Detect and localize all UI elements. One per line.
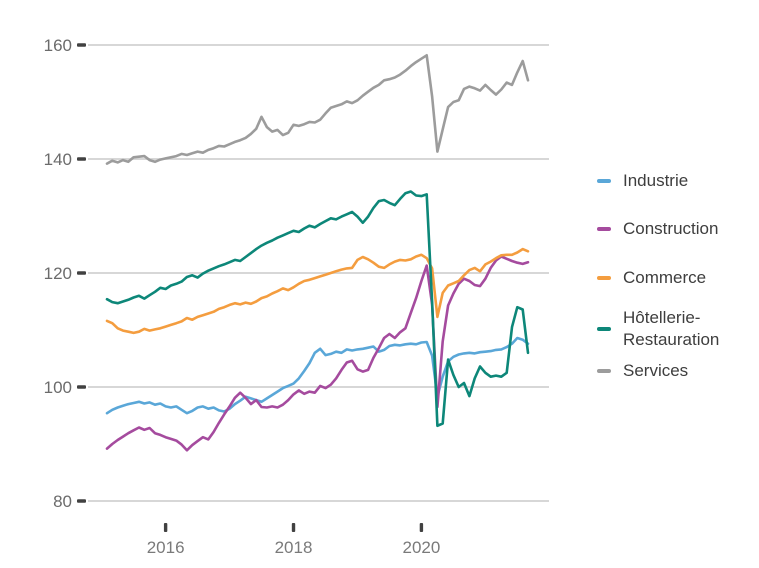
series-line-commerce (105, 247, 530, 335)
y-axis-tick (77, 499, 86, 503)
legend-label-services: Services (623, 361, 689, 380)
legend-item-construction: Construction (597, 218, 718, 240)
legend-marker-services (597, 369, 611, 373)
y-axis-tick (77, 43, 86, 47)
x-axis-tick (419, 523, 424, 532)
legend-item-industrie: Industrie (597, 170, 688, 192)
series-line-construction (105, 255, 530, 452)
y-axis-tick-label: 160 (44, 36, 72, 55)
x-axis-tick-label: 2020 (402, 538, 440, 557)
legend-label-commerce: Commerce (623, 268, 707, 287)
x-axis-tick (163, 523, 168, 532)
series-line-services (105, 53, 530, 165)
legend-marker-construction (597, 227, 611, 231)
y-axis-tick (77, 157, 86, 161)
y-axis-tick-label: 80 (53, 492, 72, 511)
x-axis-tick-label: 2016 (147, 538, 185, 557)
y-axis-tick (77, 271, 86, 275)
legend-item-hotellerie-restauration: Hôtellerie- Restauration (597, 307, 719, 351)
legend-label-industrie: Industrie (623, 171, 689, 190)
legend-item-commerce: Commerce (597, 267, 706, 289)
legend-marker-commerce (597, 276, 611, 280)
series-line-industrie (105, 336, 530, 415)
legend-item-services: Services (597, 360, 688, 382)
y-axis-tick-label: 120 (44, 264, 72, 283)
series-line-h-tellerie-restauration (105, 190, 530, 428)
y-axis-tick-label: 100 (44, 378, 72, 397)
legend-label-hotellerie-restauration: Hôtellerie- Restauration (623, 308, 720, 349)
y-axis-tick-label: 140 (44, 150, 72, 169)
y-axis-tick (77, 385, 86, 389)
x-axis-tick-label: 2018 (275, 538, 313, 557)
x-axis-tick (291, 523, 296, 532)
legend-label-construction: Construction (623, 219, 719, 238)
legend-marker-hotellerie-restauration (597, 327, 611, 331)
legend-marker-industrie (597, 179, 611, 183)
